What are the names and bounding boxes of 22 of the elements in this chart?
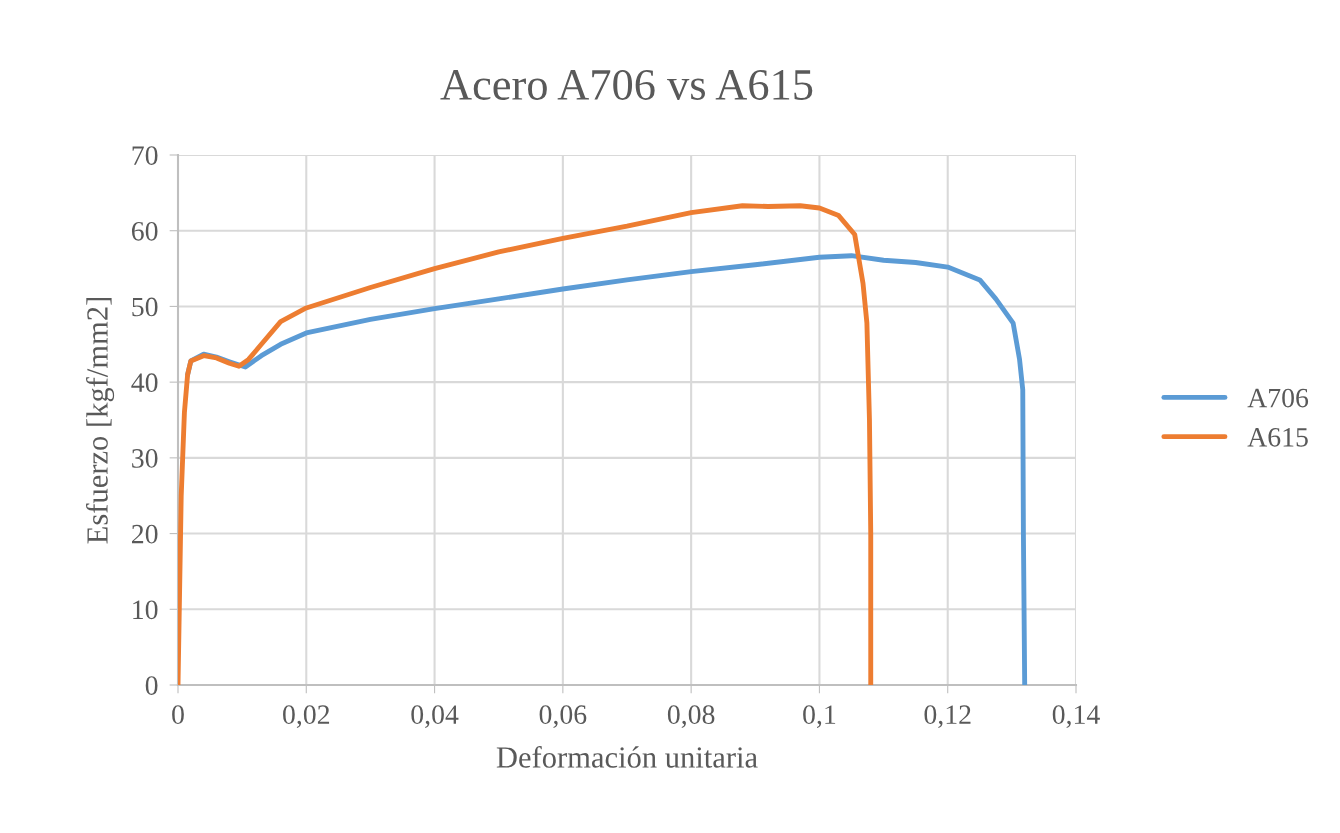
y-tick-label: 60	[131, 221, 158, 241]
y-tick-label: 40	[131, 373, 158, 393]
y-tick-label: 50	[132, 297, 158, 317]
x-axis-title: Deformación unitaria	[496, 745, 758, 768]
x-tick-label: 0,14	[1052, 705, 1100, 728]
legend-label: A615	[1247, 427, 1308, 447]
legend-label: A706	[1247, 388, 1309, 408]
y-tick-label: 10	[133, 600, 158, 620]
y-tick-label: 30	[132, 449, 158, 468]
x-tick-label: 0,06	[539, 705, 587, 728]
y-tick-label: 0	[145, 676, 158, 695]
y-tick-label: 20	[132, 524, 158, 544]
x-tick-label: 0,02	[283, 705, 330, 728]
x-tick-label: 0,1	[803, 705, 836, 728]
x-tick-label: 0,12	[924, 705, 971, 728]
chart-title: Acero A706 vs A615	[440, 69, 813, 100]
x-tick-label: 0,08	[667, 705, 715, 728]
y-axis-title: Esfuerzo [kgf/mm2]	[86, 297, 115, 544]
line-series	[178, 203, 874, 685]
x-tick-label: 0,04	[411, 705, 459, 728]
x-tick-label: 0	[172, 705, 184, 724]
y-tick-label: 70	[132, 146, 158, 165]
